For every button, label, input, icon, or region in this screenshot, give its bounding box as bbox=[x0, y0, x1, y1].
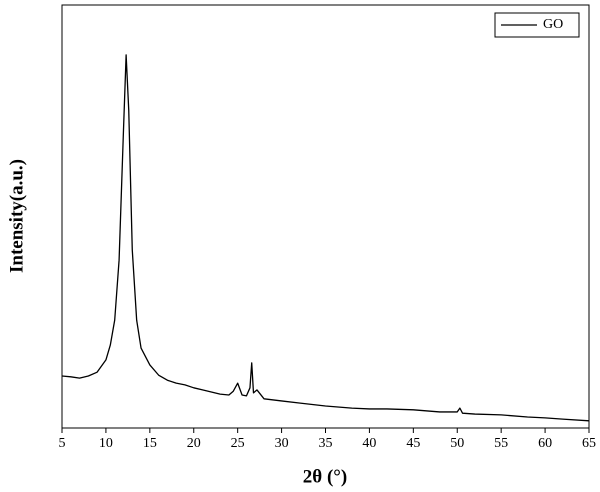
x-tick-label: 65 bbox=[582, 436, 596, 451]
x-tick-label: 30 bbox=[275, 436, 289, 451]
plot-frame bbox=[61, 4, 590, 429]
x-tick-label: 60 bbox=[538, 436, 552, 451]
x-tick-label: 55 bbox=[494, 436, 508, 451]
x-tick-label: 50 bbox=[450, 436, 464, 451]
x-tick-label: 25 bbox=[231, 436, 245, 451]
x-tick-label: 45 bbox=[406, 436, 420, 451]
data-line bbox=[61, 54, 590, 422]
x-tick-label: 5 bbox=[59, 436, 66, 451]
x-tick-label: 15 bbox=[143, 436, 157, 451]
y-axis-label: Intensity(a.u.) bbox=[6, 159, 27, 273]
x-axis-label: 2θ (°) bbox=[303, 466, 347, 487]
legend-label: GO bbox=[543, 17, 563, 32]
x-tick-label: 10 bbox=[99, 436, 113, 451]
x-tick-label: 35 bbox=[319, 436, 333, 451]
x-tick-label: 20 bbox=[187, 436, 201, 451]
x-tick-label: 40 bbox=[362, 436, 376, 451]
